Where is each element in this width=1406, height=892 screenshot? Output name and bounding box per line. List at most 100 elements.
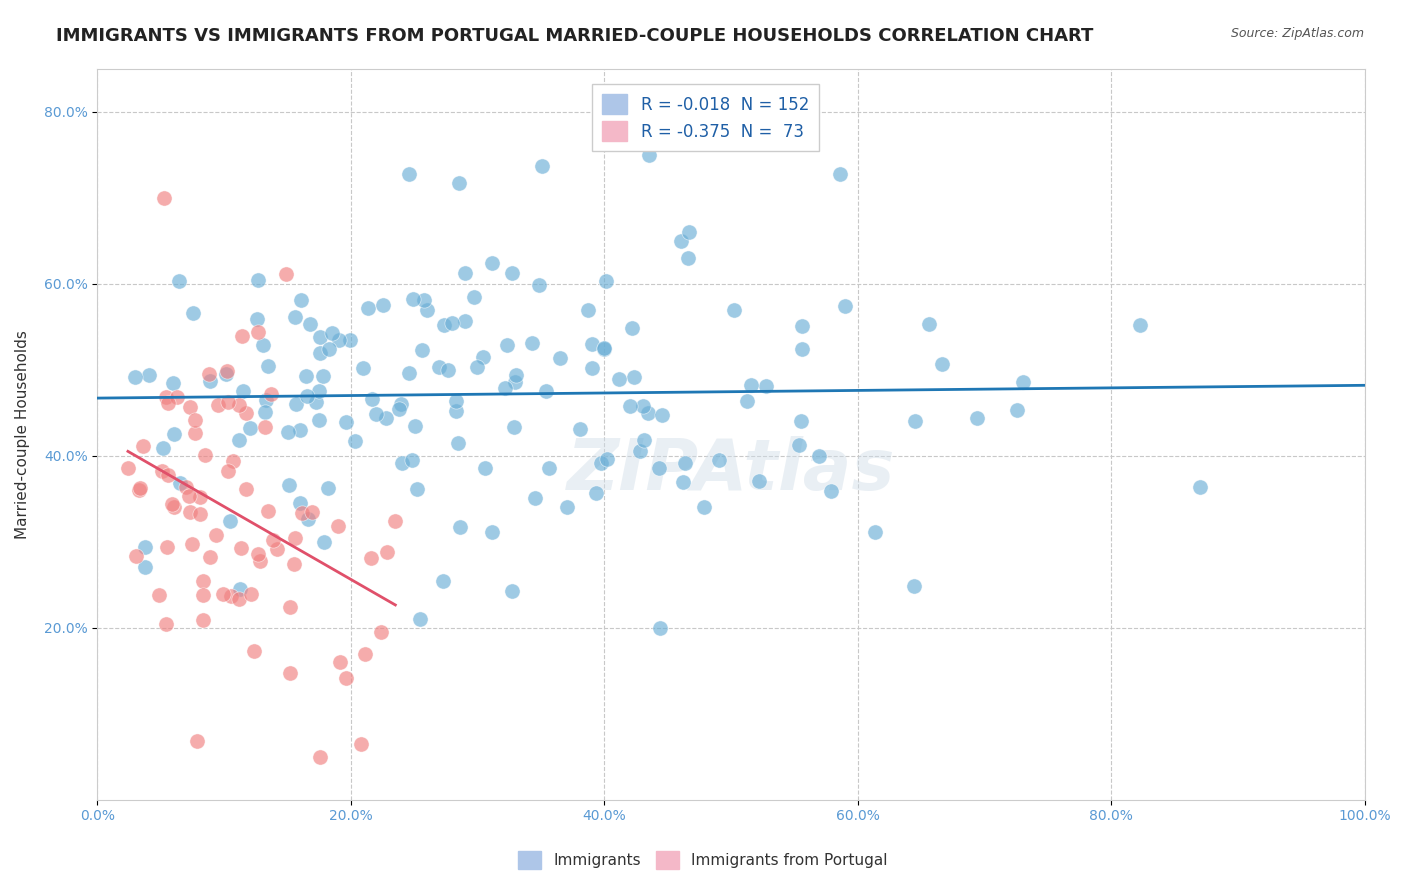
Point (309, 749, 332, 764)
Point (537, 461, 560, 475)
Point (557, 500, 579, 515)
Point (505, 376, 527, 390)
Point (449, 520, 471, 534)
Point (309, 345, 332, 359)
Point (328, 333, 350, 347)
Point (179, 505, 201, 519)
Point (219, 514, 242, 528)
Point (501, 266, 523, 280)
Point (1188, 480, 1211, 494)
Point (354, 647, 377, 661)
Point (308, 413, 330, 427)
Point (138, 368, 160, 382)
Point (186, 733, 208, 747)
Point (247, 273, 270, 287)
Point (252, 338, 274, 352)
Point (391, 457, 413, 471)
Point (124, 369, 146, 384)
Point (232, 384, 254, 398)
Point (607, 372, 630, 386)
Point (527, 278, 550, 293)
Point (589, 456, 612, 470)
Point (416, 303, 439, 318)
Point (240, 587, 263, 601)
Point (501, 583, 523, 598)
Point (495, 381, 517, 395)
Point (217, 364, 239, 378)
Point (152, 441, 174, 455)
Point (723, 303, 745, 318)
Point (239, 421, 262, 435)
Point (389, 397, 412, 411)
Point (863, 525, 886, 540)
Point (257, 504, 280, 518)
Point (1129, 318, 1152, 333)
Point (585, 486, 607, 500)
Point (285, 397, 308, 411)
Point (620, 320, 643, 334)
Point (474, 460, 496, 475)
Point (576, 302, 599, 317)
Point (918, 317, 941, 331)
Point (278, 665, 301, 680)
Point (179, 400, 201, 414)
Point (194, 449, 217, 463)
Point (246, 326, 269, 340)
Point (388, 401, 411, 416)
Point (361, 392, 384, 406)
Point (249, 554, 271, 568)
Point (277, 478, 299, 492)
Point (371, 298, 394, 312)
Point (735, 394, 758, 409)
Point (440, 316, 463, 330)
Point (401, 452, 423, 467)
Point (284, 531, 307, 545)
Point (648, 621, 671, 635)
Point (673, 456, 696, 470)
Point (167, 274, 190, 288)
Point (305, 395, 328, 409)
Point (672, 475, 695, 489)
Point (193, 613, 215, 627)
Point (316, 481, 339, 495)
Point (375, 544, 398, 558)
Point (593, 342, 616, 356)
Point (231, 541, 253, 556)
Point (669, 234, 692, 248)
Point (190, 508, 212, 522)
Point (550, 351, 572, 365)
Point (169, 476, 191, 491)
Point (446, 404, 468, 418)
Point (163, 426, 186, 441)
Point (297, 389, 319, 403)
Point (190, 490, 212, 504)
Point (595, 274, 617, 288)
Point (301, 505, 323, 519)
Point (215, 368, 238, 382)
Point (148, 589, 170, 603)
Point (308, 330, 330, 344)
Point (157, 467, 180, 482)
Point (454, 314, 477, 328)
Text: Source: ZipAtlas.com: Source: ZipAtlas.com (1230, 27, 1364, 40)
Point (219, 589, 242, 603)
Point (284, 310, 307, 325)
Point (790, 414, 813, 428)
Point (449, 176, 471, 190)
Point (312, 369, 335, 384)
Point (707, 453, 730, 467)
Point (1005, 402, 1028, 417)
Point (748, 474, 770, 488)
Legend: R = -0.018  N = 152, R = -0.375  N =  73: R = -0.018 N = 152, R = -0.375 N = 73 (592, 84, 820, 152)
Point (903, 579, 925, 593)
Point (931, 357, 953, 371)
Point (198, 367, 221, 381)
Point (157, 396, 180, 410)
Point (166, 390, 188, 404)
Point (162, 376, 184, 390)
Point (834, 299, 856, 313)
Point (520, 336, 543, 351)
Point (678, 225, 700, 239)
Point (222, 454, 245, 468)
Point (160, 497, 183, 511)
